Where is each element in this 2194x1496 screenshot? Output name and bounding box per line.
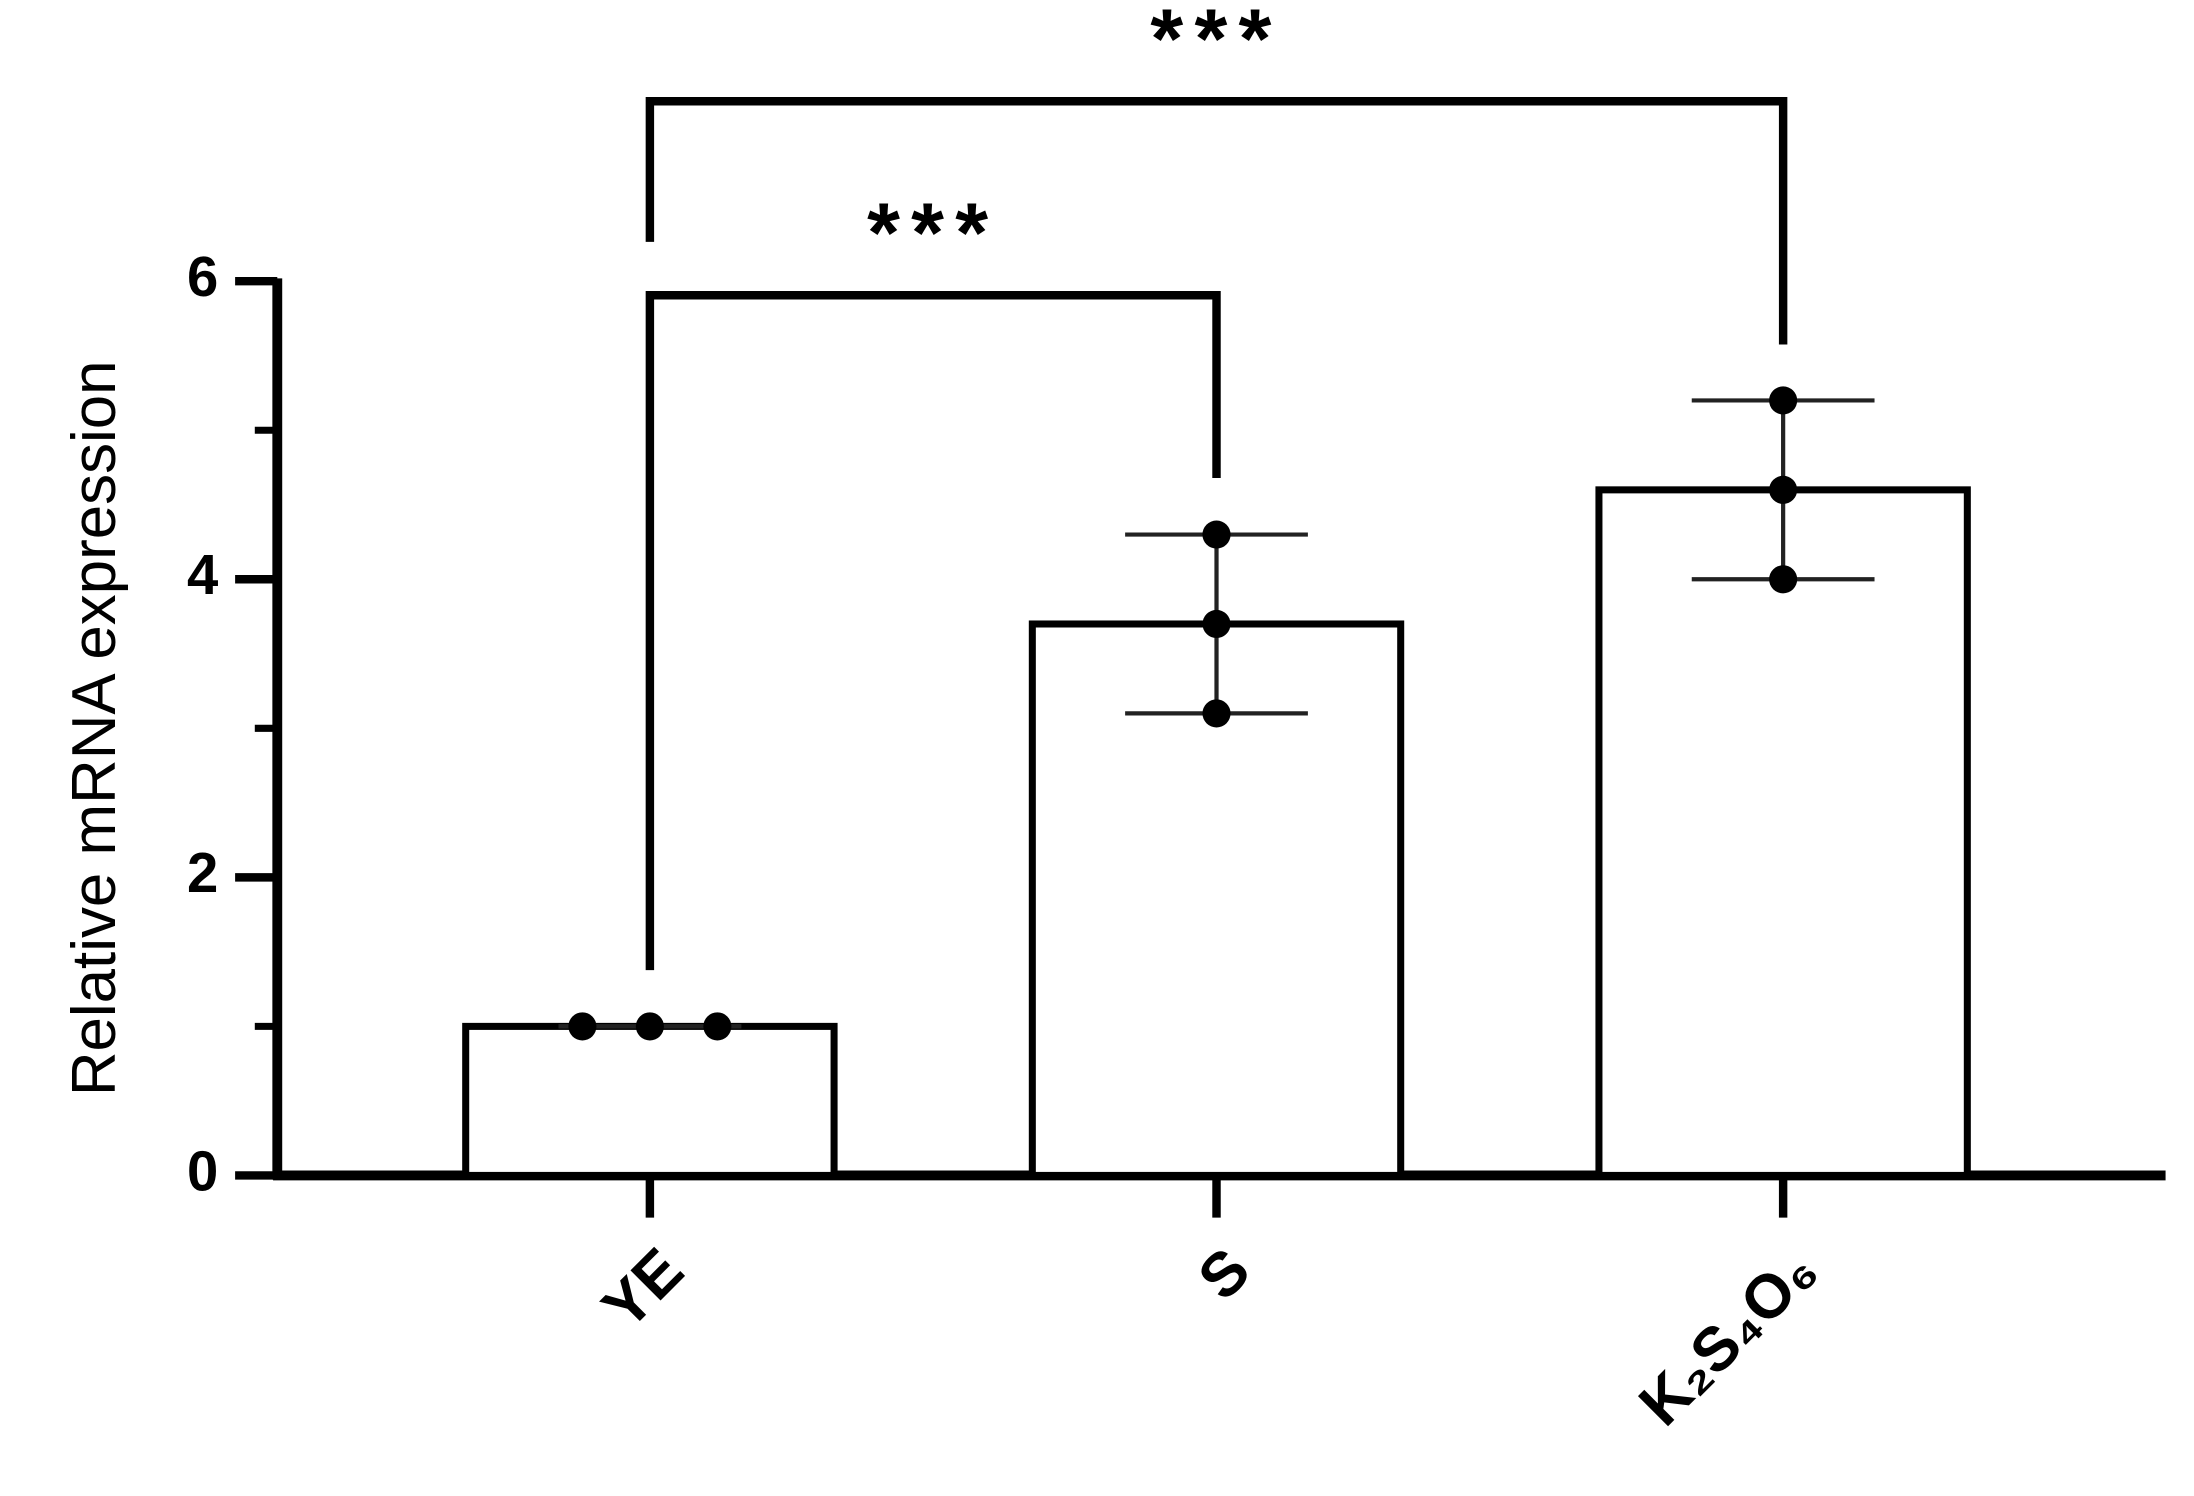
- y-tick-label: 0: [187, 1139, 218, 1202]
- data-point: [1202, 609, 1231, 639]
- x-tick-label: YE: [590, 1235, 697, 1342]
- data-point: [1769, 565, 1798, 594]
- significance-bracket: [645, 291, 1221, 971]
- significance-label: ***: [867, 186, 999, 280]
- bar: [462, 1022, 838, 1179]
- data-point: [635, 1012, 664, 1041]
- significance-bracket: [645, 97, 1788, 345]
- data-point: [1202, 520, 1231, 549]
- data-point: [568, 1012, 597, 1041]
- significance-label: ***: [1150, 0, 1282, 85]
- data-point: [1202, 699, 1231, 728]
- data-point: [1769, 386, 1798, 415]
- data-point: [703, 1012, 732, 1041]
- x-tick-label: K₂S₄O₆: [1626, 1235, 1830, 1439]
- x-tick-label: S: [1185, 1235, 1263, 1313]
- y-tick-label: 2: [187, 841, 218, 904]
- y-tick-label: 6: [187, 245, 218, 308]
- data-point: [1769, 475, 1798, 504]
- y-tick-label: 4: [187, 543, 218, 606]
- y-axis-label: Relative mRNA expression: [60, 360, 129, 1096]
